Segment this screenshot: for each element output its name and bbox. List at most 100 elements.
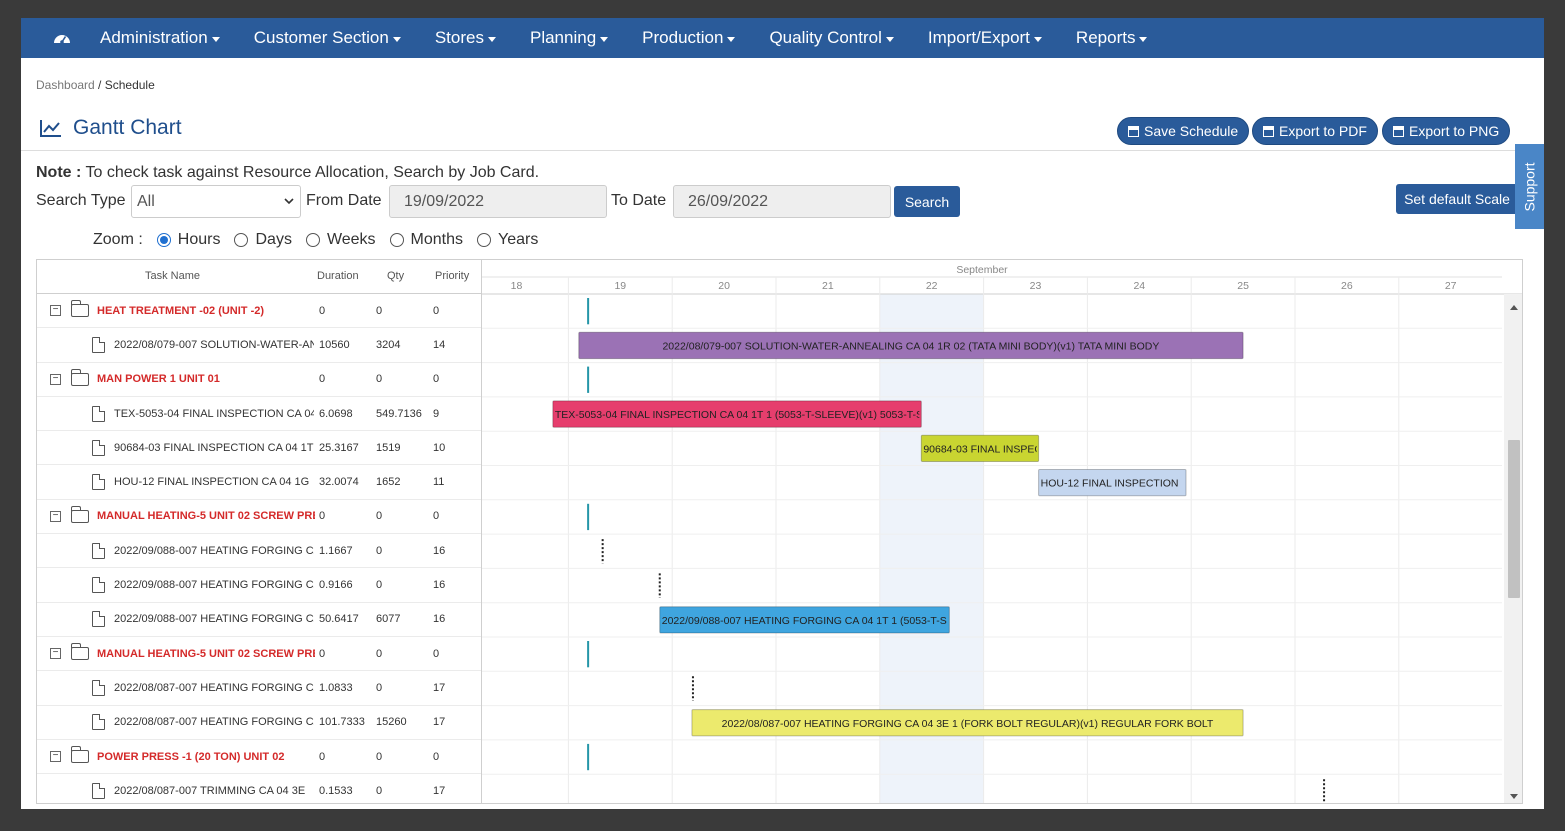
export-png-button[interactable]: Export to PNG	[1382, 117, 1511, 145]
task-name-cell: 90684-03 FINAL INSPECTION CA 04 1T	[114, 441, 314, 454]
caret-down-icon	[600, 36, 609, 42]
nav-reports[interactable]: Reports	[1059, 18, 1165, 58]
collapse-toggle-icon[interactable]: −	[50, 373, 61, 385]
zoom-months-radio[interactable]	[389, 233, 404, 247]
zoom-hours-radio[interactable]	[156, 233, 171, 247]
task-row[interactable]: 2022/08/079-007 SOLUTION-WATER-ANNEALING…	[37, 328, 481, 363]
task-row[interactable]: 2022/08/087-007 TRIMMING CA 04 3E 0.1533 0…	[37, 774, 481, 803]
priority-cell: 0	[433, 510, 440, 523]
group-row[interactable]: − MANUAL HEATING-5 UNIT 02 SCREW PRESS 0 0 0	[37, 637, 481, 672]
export-pdf-button[interactable]: Export to PDF	[1252, 117, 1378, 145]
priority-cell: 16	[433, 544, 446, 557]
group-progress-marker	[587, 366, 590, 393]
task-row[interactable]: 90684-03 FINAL INSPECTION CA 04 1T 25.316…	[37, 431, 481, 466]
task-row[interactable]: TEX-5053-04 FINAL INSPECTION CA 04 6.0698…	[37, 397, 481, 432]
breadcrumb-dashboard-link[interactable]: Dashboard	[36, 78, 95, 92]
nav-administration[interactable]: Administration	[83, 18, 237, 58]
day-tick-label: 18	[511, 280, 523, 292]
breadcrumb-current: Schedule	[104, 78, 155, 92]
task-name-cell: 2022/09/088-007 HEATING FORGING CA	[114, 579, 314, 592]
task-row[interactable]: 2022/09/088-007 HEATING FORGING CA 0.9166…	[37, 568, 481, 603]
group-row[interactable]: − MAN POWER 1 UNIT 01 0 0 0	[37, 363, 481, 397]
vertical-scrollbar-thumb	[1508, 440, 1520, 598]
priority-cell: 0	[433, 647, 440, 660]
collapse-toggle-icon[interactable]: −	[50, 751, 61, 763]
header-duration[interactable]: Duration	[317, 270, 359, 282]
header-qty[interactable]: Qty	[387, 270, 405, 282]
priority-cell: 10	[433, 441, 446, 454]
zoom-days-radio[interactable]	[234, 233, 249, 247]
collapse-toggle-icon[interactable]: −	[50, 510, 61, 522]
task-bar	[1038, 469, 1187, 497]
qty-cell: 6077	[376, 613, 401, 626]
app-window: Administration Customer Section Stores P…	[21, 18, 1544, 809]
qty-cell: 0	[376, 579, 383, 592]
task-name-cell: 2022/08/087-007 HEATING FORGING CA	[114, 716, 314, 729]
set-default-scale-button[interactable]: Set default Scale	[1396, 184, 1518, 214]
task-name-cell: MANUAL HEATING-5 UNIT 02 SCREW PRESS	[97, 647, 315, 660]
duration-cell: 0	[319, 373, 326, 386]
group-row[interactable]: − MANUAL HEATING-5 UNIT 02 SCREW PRESS 0 0 0	[37, 500, 481, 535]
task-row[interactable]: 2022/09/088-007 HEATING FORGING CA 50.641…	[37, 603, 481, 637]
group-progress-marker	[587, 641, 590, 668]
to-date-input[interactable]: 26/09/2022	[673, 185, 891, 218]
qty-cell: 0	[376, 510, 383, 523]
nav-production[interactable]: Production	[625, 18, 752, 58]
button-label: Export to PNG	[1409, 123, 1500, 139]
caret-down-icon	[885, 36, 894, 42]
search-button[interactable]: Search	[894, 186, 960, 217]
collapse-toggle-icon[interactable]: −	[50, 305, 61, 317]
grid-splitter[interactable]	[481, 260, 482, 803]
save-schedule-button[interactable]: Save Schedule	[1117, 117, 1250, 145]
nav-quality-control[interactable]: Quality Control	[752, 18, 910, 58]
header-priority[interactable]: Priority	[435, 270, 470, 282]
header-task-name[interactable]: Task Name	[145, 270, 201, 282]
grid-header: Task Name Duration Qty Priority	[37, 260, 481, 294]
nav-label: Production	[642, 28, 724, 47]
task-row[interactable]: 2022/08/087-007 HEATING FORGING CA 1.0833…	[37, 671, 481, 706]
task-name-cell: HEAT TREATMENT -02 (UNIT -2)	[97, 304, 265, 317]
from-date-label: From Date	[306, 192, 382, 209]
duration-cell: 10560	[319, 338, 350, 351]
nav-import-export[interactable]: Import/Export	[911, 18, 1059, 58]
task-name-cell: POWER PRESS -1 (20 TON) UNIT 02	[97, 750, 285, 763]
task-name-cell: TEX-5053-04 FINAL INSPECTION CA 04	[114, 407, 314, 420]
nav-customer-section[interactable]: Customer Section	[237, 18, 418, 58]
group-row[interactable]: − POWER PRESS -1 (20 TON) UNIT 02 0 0 0	[37, 740, 481, 775]
collapse-toggle-icon[interactable]: −	[50, 648, 61, 660]
month-label: September	[956, 264, 1008, 276]
zoom-weeks-radio[interactable]	[305, 233, 320, 247]
scroll-up-arrow-icon	[1510, 305, 1518, 310]
task-name-cell: 2022/08/087-007 HEATING FORGING CA	[114, 681, 314, 694]
priority-cell: 11	[433, 476, 445, 489]
task-name-cell: HOU-12 FINAL INSPECTION CA 04 1G	[114, 476, 310, 489]
priority-cell: 17	[433, 716, 446, 729]
qty-cell: 0	[376, 784, 383, 797]
duration-cell: 6.0698	[319, 407, 353, 420]
file-icon	[92, 611, 105, 628]
calendar-icon	[1263, 125, 1274, 137]
zoom-years-radio[interactable]	[477, 233, 492, 247]
zoom-option-label: Weeks	[326, 231, 376, 248]
nav-label: Administration	[100, 28, 208, 47]
group-row[interactable]: − HEAT TREATMENT -02 (UNIT -2) 0 0 0	[37, 294, 481, 329]
caret-down-icon	[487, 36, 496, 42]
note-body: To check task against Resource Allocatio…	[81, 164, 540, 181]
task-row[interactable]: 2022/08/087-007 HEATING FORGING CA 101.73…	[37, 706, 481, 740]
duration-cell: 0	[319, 750, 326, 763]
zoom-option-label: Months	[410, 231, 464, 248]
day-tick-label: 20	[718, 280, 730, 292]
day-tick-label: 21	[822, 280, 834, 292]
from-date-input[interactable]: 19/09/2022	[389, 185, 607, 218]
nav-planning[interactable]: Planning	[513, 18, 625, 58]
zoom-label: Zoom :	[93, 231, 143, 248]
caret-down-icon	[727, 36, 736, 42]
dashboard-icon[interactable]	[41, 18, 83, 58]
support-tab[interactable]: Support	[1515, 144, 1544, 229]
search-type-select[interactable]: All	[131, 185, 301, 218]
task-row[interactable]: HOU-12 FINAL INSPECTION CA 04 1G 32.0074 1…	[37, 466, 481, 500]
task-row[interactable]: 2022/09/088-007 HEATING FORGING CA 1.1667…	[37, 534, 481, 569]
note-text: Note : To check task against Resource Al…	[36, 164, 539, 182]
to-date-value: 26/09/2022	[688, 192, 769, 210]
nav-stores[interactable]: Stores	[418, 18, 513, 58]
